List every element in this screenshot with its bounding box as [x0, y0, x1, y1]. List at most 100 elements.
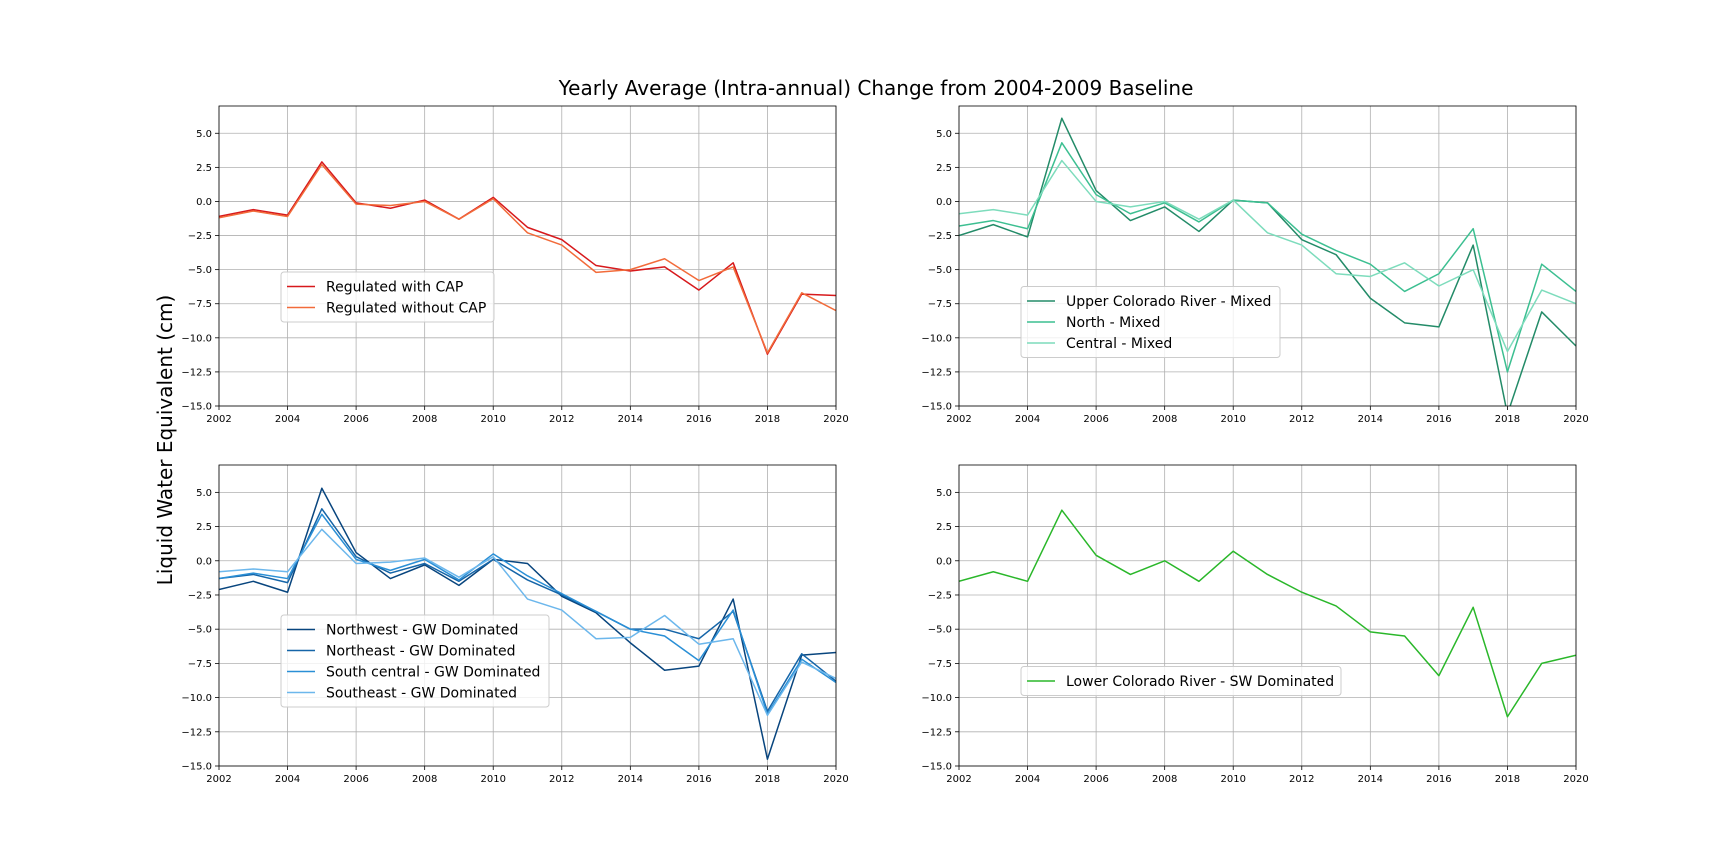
legend-label: Southeast - GW Dominated [326, 686, 517, 702]
y-tick-label: −7.5 [188, 299, 212, 310]
y-tick-label: −5.0 [188, 625, 212, 636]
x-tick-label: 2010 [480, 774, 505, 785]
legend-box [1020, 286, 1281, 358]
x-tick-label: 2020 [823, 774, 848, 785]
x-tick-label: 2012 [1289, 414, 1314, 425]
x-tick-label: 2008 [1152, 774, 1177, 785]
y-tick-label: −7.5 [188, 659, 212, 670]
subplot-4: 2002 2004 2006 2008 2010 2012 2014 2016 2018 2020… [921, 464, 1589, 785]
y-tick-label: 5.0 [196, 129, 212, 140]
legend: Regulated with CAP Regulated without CAP [280, 271, 495, 323]
x-tick-label: 2006 [343, 414, 368, 425]
x-tick-label: 2004 [1015, 774, 1040, 785]
x-tick-label: 2004 [1015, 414, 1040, 425]
legend-label: South central - GW Dominated [326, 665, 540, 681]
y-tick-label: −2.5 [928, 590, 952, 601]
series-line-2 [219, 163, 836, 354]
series-line-1 [219, 161, 836, 355]
y-tick-label: −2.5 [928, 231, 952, 242]
axes-frame [958, 464, 1577, 767]
legend-box [1020, 666, 1342, 696]
y-tick-label: −10.0 [181, 693, 212, 704]
axes-frame [958, 105, 1577, 407]
legend-label: Upper Colorado River - Mixed [1066, 294, 1271, 310]
x-tick-label: 2020 [1563, 414, 1588, 425]
series-line-3 [219, 513, 836, 715]
legend-label: Northeast - GW Dominated [326, 644, 516, 660]
x-tick-label: 2010 [1220, 774, 1245, 785]
x-tick-label: 2006 [343, 774, 368, 785]
figure-ylabel: Liquid Water Equivalent (cm) [153, 295, 177, 586]
x-tick-label: 2018 [1495, 774, 1520, 785]
y-tick-label: 0.0 [936, 197, 952, 208]
x-tick-label: 2016 [686, 774, 711, 785]
y-tick-label: −15.0 [181, 402, 212, 413]
y-tick-label: −12.5 [181, 727, 212, 738]
y-tick-label: −10.0 [181, 333, 212, 344]
x-tick-label: 2018 [1495, 414, 1520, 425]
y-tick-label: −2.5 [188, 590, 212, 601]
x-tick-label: 2020 [1563, 774, 1588, 785]
y-tick-label: −10.0 [921, 333, 952, 344]
subplot-2: 2002 2004 2006 2008 2010 2012 2014 2016 2018 2020… [921, 105, 1589, 425]
x-tick-label: 2002 [946, 414, 971, 425]
subplots: 2002 2004 2006 2008 2010 2012 2014 2016 2018 2020… [181, 105, 1589, 785]
x-tick-label: 2008 [1152, 414, 1177, 425]
legend-label: Regulated without CAP [326, 301, 486, 317]
x-tick-label: 2012 [549, 774, 574, 785]
axes-frame [218, 105, 837, 407]
y-tick-label: 2.5 [196, 522, 212, 533]
y-tick-label: 0.0 [196, 197, 212, 208]
legend-box [280, 614, 550, 708]
x-tick-label: 2006 [1083, 774, 1108, 785]
y-tick-label: −5.0 [928, 265, 952, 276]
y-tick-label: 0.0 [196, 556, 212, 567]
y-tick-label: 0.0 [936, 556, 952, 567]
y-tick-label: −12.5 [921, 367, 952, 378]
x-tick-label: 2010 [1220, 414, 1245, 425]
y-tick-label: −12.5 [181, 367, 212, 378]
x-tick-label: 2018 [755, 414, 780, 425]
y-tick-label: 2.5 [936, 163, 952, 174]
x-tick-label: 2002 [206, 414, 231, 425]
legend-box [280, 271, 495, 323]
x-tick-label: 2008 [412, 774, 437, 785]
x-tick-label: 2016 [686, 414, 711, 425]
legend-label: Northwest - GW Dominated [326, 623, 518, 639]
y-tick-label: 5.0 [196, 488, 212, 499]
x-tick-label: 2002 [206, 774, 231, 785]
legend: Upper Colorado River - Mixed North - Mixe… [1020, 286, 1281, 358]
series-line-2 [959, 142, 1576, 373]
y-tick-label: 2.5 [196, 163, 212, 174]
x-tick-label: 2006 [1083, 414, 1108, 425]
x-tick-label: 2014 [618, 414, 643, 425]
y-tick-label: −7.5 [928, 299, 952, 310]
legend-label: Central - Mixed [1066, 336, 1172, 352]
legend: Lower Colorado River - SW Dominated [1020, 666, 1342, 696]
series-line-1 [959, 509, 1576, 718]
x-tick-label: 2008 [412, 414, 437, 425]
x-tick-label: 2004 [275, 774, 300, 785]
series-line-3 [959, 159, 1576, 353]
y-tick-label: −15.0 [181, 762, 212, 773]
x-tick-label: 2002 [946, 774, 971, 785]
series-line-1 [219, 487, 836, 760]
x-tick-label: 2018 [755, 774, 780, 785]
legend-label: Lower Colorado River - SW Dominated [1066, 674, 1334, 690]
x-tick-label: 2016 [1426, 774, 1451, 785]
y-tick-label: −2.5 [188, 231, 212, 242]
x-tick-label: 2014 [1358, 414, 1383, 425]
x-tick-label: 2012 [1289, 774, 1314, 785]
x-tick-label: 2010 [480, 414, 505, 425]
legend-label: Regulated with CAP [326, 280, 463, 296]
y-tick-label: −7.5 [928, 659, 952, 670]
y-tick-label: −12.5 [921, 727, 952, 738]
axes-frame [218, 464, 837, 767]
y-tick-label: −10.0 [921, 693, 952, 704]
y-tick-label: −5.0 [928, 625, 952, 636]
series-line-4 [219, 528, 836, 717]
y-tick-label: 5.0 [936, 488, 952, 499]
y-tick-label: 2.5 [936, 522, 952, 533]
